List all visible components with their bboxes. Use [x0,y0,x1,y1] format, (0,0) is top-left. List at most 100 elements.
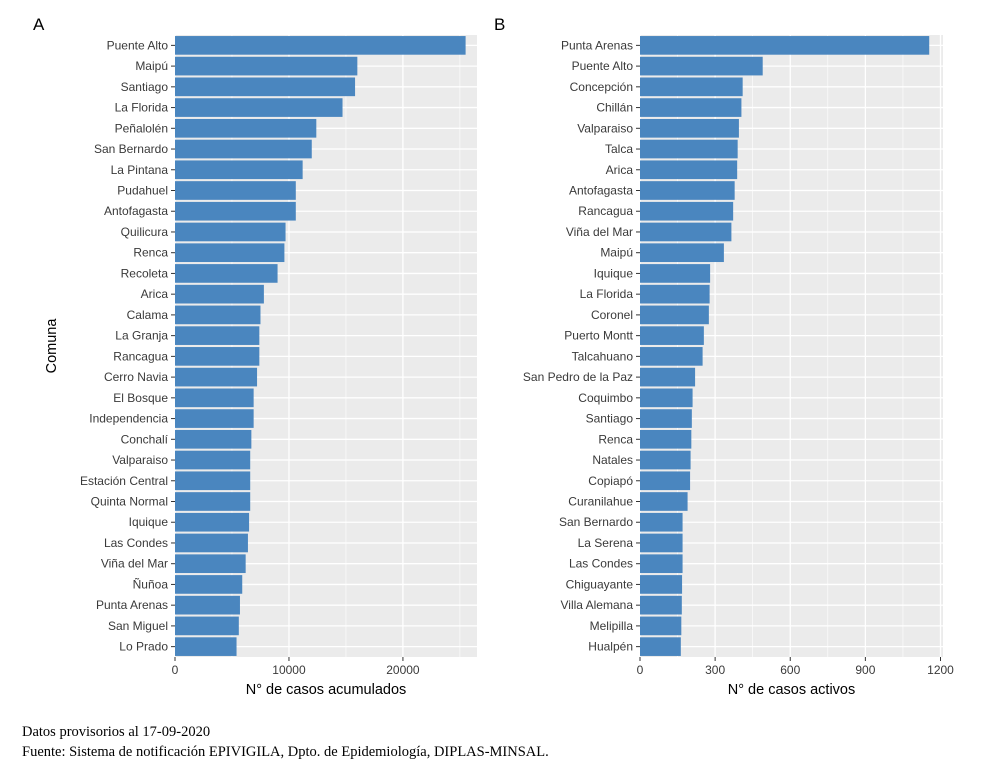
panel-b-bar [640,160,738,180]
panel-b-category-label: Natales [592,453,633,467]
panel-a-bar [175,284,264,304]
panel-b-category-label: Antofagasta [569,184,633,198]
panel-a-bar [175,616,239,636]
chart-figure: A Puente Alto Maipú Santiago La Florida Peñal… [33,15,954,698]
panel-a-category-label: Conchalí [121,432,169,446]
panel-a-category-label: Lo Prado [119,640,168,654]
panel-b-category-label: San Bernardo [559,515,633,529]
panel-b-category-label: Chiguayante [566,577,634,591]
panel-b-bar [640,512,683,532]
panel-a-bar [175,388,254,408]
panel-a-bar [175,554,246,574]
panel-a-bar [175,243,285,263]
panel-b-bar [640,492,688,511]
panel-a-category-label: Punta Arenas [96,598,168,612]
panel-b-category-label: Viña del Mar [566,225,633,239]
panel-a-bar [175,139,312,159]
panel-a-bar [175,160,303,180]
panel-a-category-label: Las Condes [104,536,168,550]
panel-b-bar [640,409,692,428]
panel-a-category-label: Quinta Normal [91,495,168,509]
panel-b-category-label: Coquimbo [578,391,633,405]
panel-a-category-label: Pudahuel [117,184,168,198]
panel-b-bar [640,56,763,76]
panel-a-letter: A [33,15,45,34]
panel-a-category-label: Calama [127,308,169,322]
panel-b-category-label: Punta Arenas [561,38,633,52]
panel-a-category-label: Cerro Navia [104,370,168,384]
panel-a-category-label: Arica [141,287,169,301]
panel-b-x-tick-label: 1200 [927,663,954,677]
panel-a-category-label: Maipú [135,59,168,73]
panel-b-bar [640,77,743,97]
panel-b-x-axis-title: N° de casos activos [728,682,856,698]
panel-a-bar [175,512,250,532]
panel-a-category-label: La Granja [115,329,168,343]
panel-b-category-label: Chillán [596,101,633,115]
panel-a-category-label: Antofagasta [104,204,168,218]
panel-a-bar [175,201,296,221]
panel-a-category-label: El Bosque [113,391,168,405]
panel-b-x-tick-label: 600 [780,663,800,677]
panel-b-bar [640,139,738,159]
panel-a-bar [175,492,251,511]
panel-b-category-label: Curanilahue [568,495,633,509]
panel-a-category-label: Recoleta [121,266,169,280]
panel-a-category-label: Rancagua [113,349,168,363]
panel-a-bar [175,98,343,117]
panel-a-bar [175,326,260,345]
panel-b-bar [640,347,703,366]
panel-a-category-label: Puente Alto [107,38,169,52]
panel-b-category-label: Valparaiso [577,121,633,135]
panel-b-bar [640,181,735,200]
panel-a-bar [175,56,358,76]
panel-b-x-tick-label: 0 [637,663,644,677]
panel-b-bar [640,284,710,304]
panel-a-x-axis-title: N° de casos acumulados [246,682,407,698]
panel-a-category-label: Viña del Mar [101,557,168,571]
panel-b-bar [640,429,692,449]
panel-b-bar [640,450,691,470]
panel-b-category-label: Rancagua [578,204,633,218]
panel-a-category-label: San Miguel [108,619,168,633]
panel-b-bar [640,637,681,656]
panel-a-bar [175,450,251,470]
panel-a-bar [175,575,243,594]
panel-b-bar [640,595,682,615]
panel-a-category-label: San Bernardo [94,142,168,156]
panel-a-bar [175,637,237,656]
panel-b-category-label: Arica [606,163,634,177]
panel-b-bar [640,243,724,263]
data-date-note: Datos provisorios al 17-09-2020 [22,724,211,740]
panel-b-bar [640,305,709,325]
panel-a-category-label: Santiago [121,80,169,94]
panel-b-bar [640,471,691,491]
panel-b-category-label: Puente Alto [572,59,634,73]
panel-a-bar [175,305,261,325]
panel-b-category-label: Puerto Montt [564,329,633,343]
panel-b-bar [640,575,683,594]
data-source-note: Fuente: Sistema de notificación EPIVIGIL… [22,744,549,760]
panel-b-category-label: Concepción [570,80,633,94]
panel-b-category-label: Copiapó [588,474,633,488]
panel-a-x-tick-label: 0 [172,663,179,677]
panel-b-category-label: Coronel [591,308,633,322]
panel-b-category-label: La Serena [578,536,634,550]
panel-b-bar [640,201,734,221]
panel-b-category-label: Iquique [594,266,634,280]
panel-b-bar [640,36,930,55]
panel-a-bar [175,264,278,283]
panel-a-category-label: Estación Central [80,474,168,488]
panel-b-bar [640,326,704,345]
panel-b-bar [640,533,683,553]
panel-b-bar [640,264,711,283]
panel-b-category-label: Talcahuano [572,349,634,363]
panel-a-bar [175,77,356,97]
panel-a-category-label: La Florida [115,101,169,115]
panel-a-bar [175,118,317,138]
panel-a-bar [175,533,248,553]
panel-b-category-label: Melipilla [590,619,634,633]
panel-b-category-label: San Pedro de la Paz [523,370,633,384]
panel-b-bar [640,98,742,117]
panel-a-bar [175,429,252,449]
